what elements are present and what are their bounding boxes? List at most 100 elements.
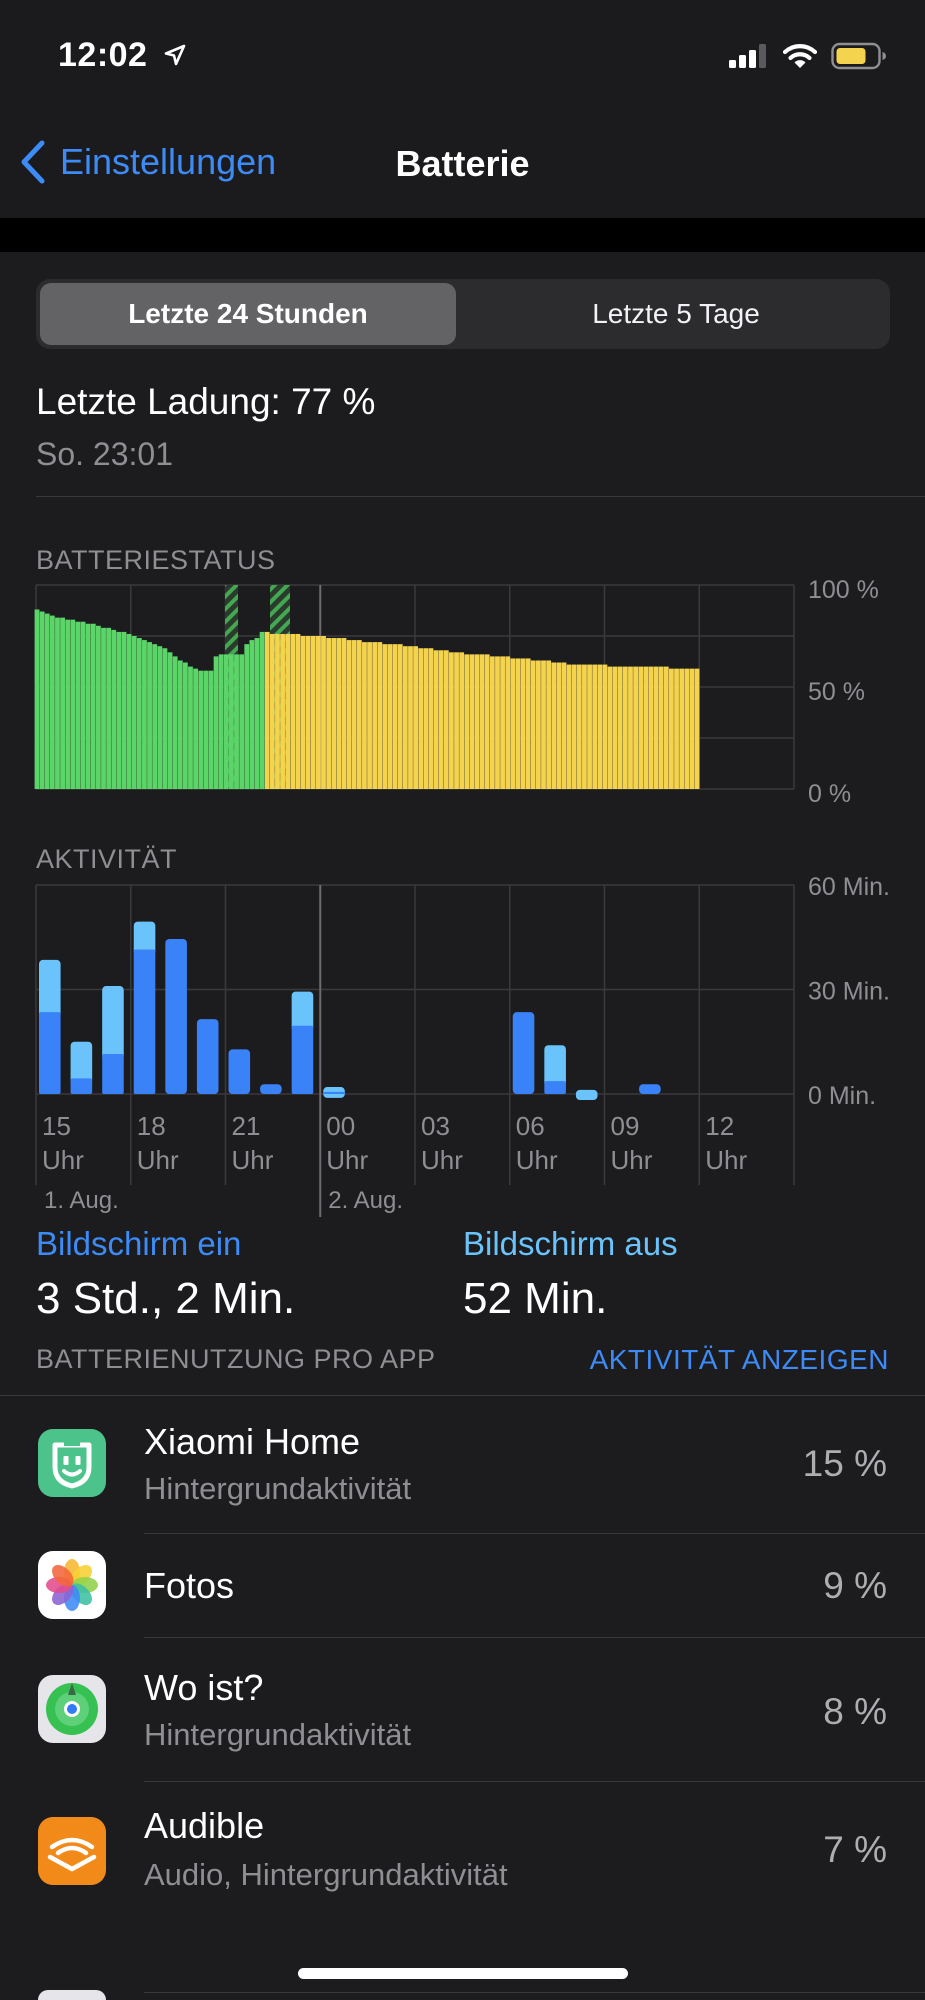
activity-y-tick-label: 0 Min. <box>808 1082 876 1110</box>
screen-on-bar <box>228 1049 251 1094</box>
screen-off-bar <box>133 921 156 956</box>
battery-bar <box>576 664 582 789</box>
app-row-find-my[interactable]: Wo ist? Hintergrundaktivität 8 % <box>0 1637 925 1781</box>
screen-on-bar <box>323 1091 345 1094</box>
screen-on-bar <box>196 1019 219 1094</box>
app-percent: 8 % <box>823 1691 887 1732</box>
battery-bar <box>80 621 86 789</box>
screen-on-bar <box>133 949 156 1094</box>
battery-bar <box>689 668 695 789</box>
battery-bar <box>44 613 50 789</box>
screen-off-bar <box>544 1045 566 1088</box>
app-detail: Hintergrundaktivität <box>144 1471 412 1506</box>
app-row-xiaomi-home[interactable]: Xiaomi Home Hintergrundaktivität 15 % <box>0 1395 925 1533</box>
x-tick-unit: Uhr <box>42 1145 84 1175</box>
battery-bar <box>582 664 587 789</box>
battery-bar <box>643 666 649 789</box>
battery-bar <box>592 664 598 789</box>
battery-bar <box>367 642 372 789</box>
battery-bar <box>459 652 465 789</box>
activity-y-tick-label: 60 Min. <box>808 877 890 901</box>
battery-level-chart: 100 % 50 % 0 % <box>34 577 879 807</box>
battery-bar <box>408 646 413 789</box>
screen-off-bar <box>575 1089 598 1100</box>
battery-bar <box>213 656 219 789</box>
next-app-icon <box>38 1990 106 2000</box>
battery-bar <box>239 654 245 789</box>
back-button[interactable]: Einstellungen <box>20 140 276 184</box>
battery-bar <box>218 654 224 789</box>
battery-bar <box>500 656 505 789</box>
battery-bar <box>223 654 229 789</box>
battery-bar <box>285 633 291 789</box>
activity-label: AKTIVITÄT <box>36 844 178 874</box>
screen-on-bar <box>260 1084 282 1094</box>
screen-off-legend: Bildschirm aus <box>463 1225 678 1262</box>
battery-bar <box>362 642 367 789</box>
battery-bar <box>633 666 639 789</box>
battery-bar <box>152 644 158 789</box>
battery-bar <box>55 617 60 789</box>
app-name: Xiaomi Home <box>144 1421 361 1462</box>
battery-bar <box>198 670 204 789</box>
battery-bar <box>65 619 71 789</box>
battery-bar <box>106 627 112 789</box>
divider <box>36 496 925 497</box>
battery-bar <box>479 654 485 789</box>
app-percent: 15 % <box>802 1443 887 1484</box>
date-label: 2. Aug. <box>328 1187 403 1214</box>
battery-bar <box>392 644 398 789</box>
battery-bar <box>249 640 255 789</box>
battery-bar <box>387 644 393 789</box>
battery-bar <box>484 654 490 789</box>
battery-bar <box>510 658 516 789</box>
battery-bar <box>469 654 475 789</box>
battery-bar <box>39 611 45 789</box>
app-row-fotos[interactable]: Fotos 9 % <box>0 1533 925 1637</box>
x-tick-hour: 06 <box>516 1111 545 1141</box>
battery-bar <box>674 668 679 789</box>
battery-bar <box>157 646 163 789</box>
divider <box>144 1533 925 1534</box>
battery-bar <box>280 633 285 789</box>
x-tick-unit: Uhr <box>421 1145 463 1175</box>
wifi-icon <box>782 43 818 74</box>
segment-last-24-hours[interactable]: Letzte 24 Stunden <box>40 283 456 345</box>
battery-bar <box>182 662 188 789</box>
battery-bar <box>341 638 347 789</box>
battery-bar <box>95 625 101 789</box>
x-tick-hour: 12 <box>705 1111 734 1141</box>
battery-bar <box>617 666 623 789</box>
period-segmented-control: Letzte 24 Stunden Letzte 5 Tage <box>36 279 890 349</box>
battery-bar <box>331 638 337 789</box>
battery-bar <box>546 660 552 789</box>
app-percent: 9 % <box>823 1565 887 1606</box>
battery-bar <box>505 656 511 789</box>
segment-last-5-days[interactable]: Letzte 5 Tage <box>592 298 760 329</box>
battery-bar <box>147 642 152 789</box>
status-bar: 12:02 <box>0 0 925 110</box>
battery-y-tick-label: 0 % <box>808 780 851 807</box>
screen-off-bar <box>102 986 124 1060</box>
app-row-audible[interactable]: Audible Audio, Hintergrundaktivität 7 % <box>0 1781 925 1919</box>
x-tick-hour: 21 <box>232 1111 261 1141</box>
xiaomi-home-icon <box>38 1429 106 1497</box>
screen-on-bar <box>544 1081 566 1094</box>
home-indicator[interactable] <box>298 1968 628 1979</box>
x-tick-hour: 09 <box>611 1111 640 1141</box>
screen-on-bar <box>512 1012 535 1094</box>
activity-chart: 60 Min. 30 Min. 0 Min. 15 Uhr 18 Uhr 21 Uhr 00 Uhr… <box>35 877 890 1217</box>
app-percent: 7 % <box>823 1829 887 1870</box>
battery-bar <box>85 623 91 789</box>
x-tick-unit: Uhr <box>705 1145 747 1175</box>
battery-bar <box>612 666 618 789</box>
battery-bar <box>254 638 260 789</box>
app-name: Wo ist? <box>144 1667 264 1708</box>
screen-off-bar <box>39 959 61 1019</box>
battery-bar <box>356 640 362 789</box>
screen-off-bar <box>291 991 314 1032</box>
show-activity-link[interactable]: AKTIVITÄT ANZEIGEN <box>589 1344 889 1375</box>
battery-bar <box>34 609 40 789</box>
photos-icon <box>38 1551 106 1619</box>
battery-bar <box>259 631 265 789</box>
